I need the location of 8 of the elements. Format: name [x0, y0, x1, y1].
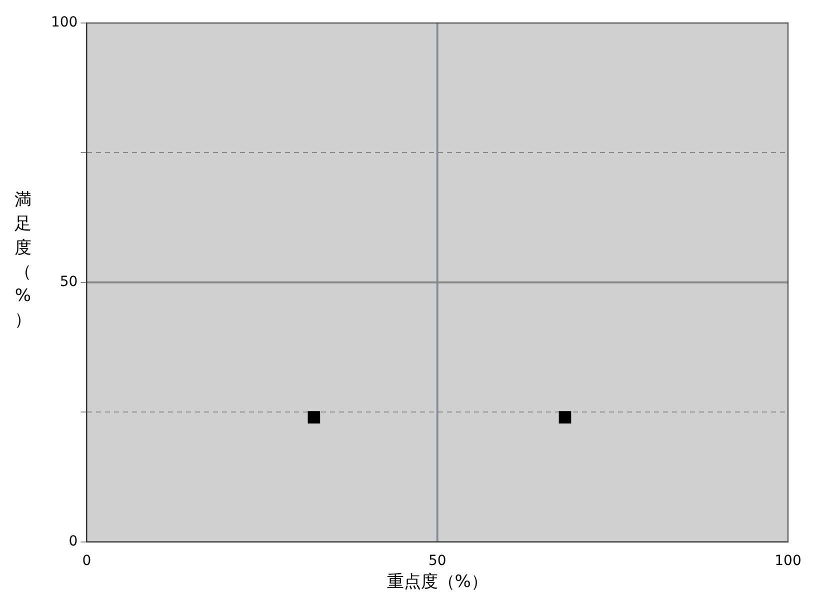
x-tick-label: 100: [774, 552, 802, 569]
y-tick-label: 0: [68, 533, 78, 550]
y-axis-title: 満足度（%）: [14, 189, 32, 332]
x-axis-title: 重点度（%）: [386, 572, 488, 592]
x-tick-label: 50: [428, 552, 446, 569]
y-tick-label: 100: [50, 14, 78, 31]
x-tick-label: 0: [82, 552, 92, 569]
y-tick-label: 50: [60, 274, 78, 290]
